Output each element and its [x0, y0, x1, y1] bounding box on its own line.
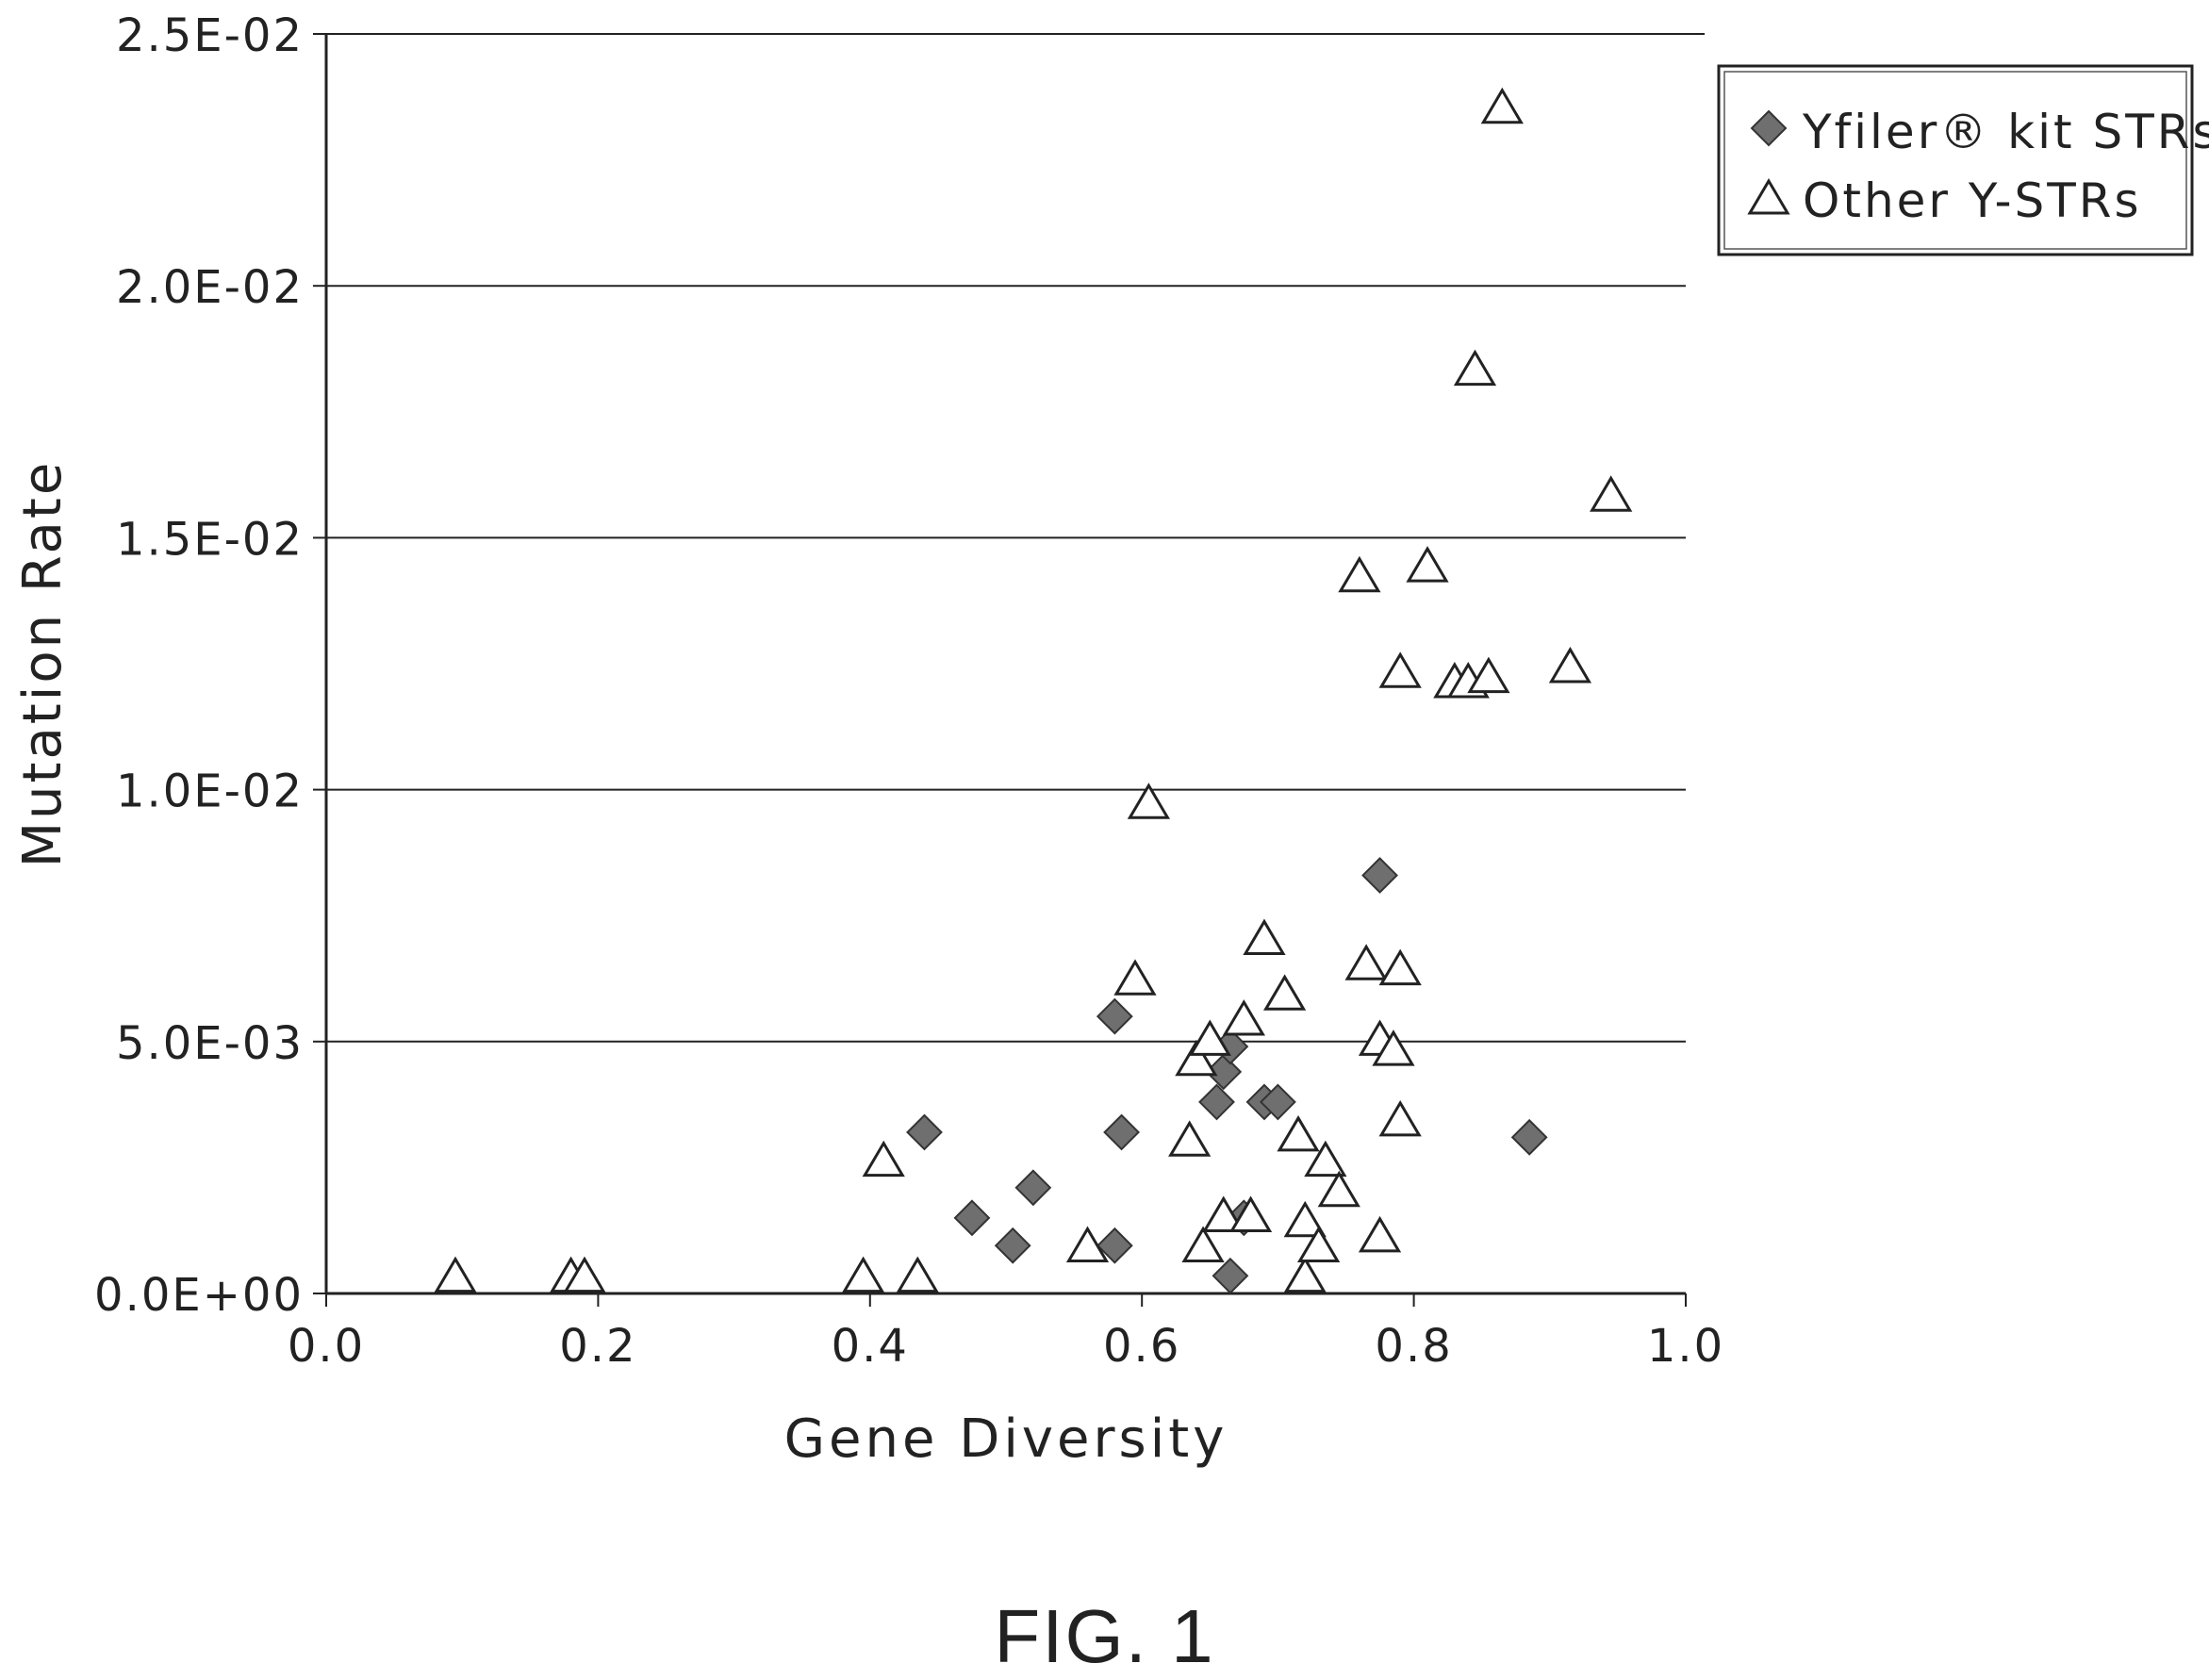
yfiler-point-diamond	[1361, 857, 1398, 894]
other-ystr-point-triangle	[1113, 959, 1157, 996]
other-ystr-point-triangle	[1297, 1226, 1341, 1263]
legend-box	[1717, 64, 2194, 256]
other-ystr-point-triangle	[1065, 1226, 1110, 1263]
yfiler-point-diamond	[1205, 1053, 1243, 1091]
other-ystr-point-triangle	[563, 1256, 606, 1293]
data-points	[434, 87, 1633, 1294]
x-tick-label: 0.6	[1103, 1320, 1180, 1373]
other-ystr-point-triangle	[1304, 1140, 1347, 1178]
x-axis-label: Gene Diversity	[784, 1408, 1228, 1470]
axes	[324, 34, 1686, 1295]
x-tick-label: 0.2	[559, 1320, 636, 1373]
other-ystr-point-triangle	[1378, 948, 1422, 986]
figure-label: FIG. 1	[994, 1594, 1215, 1678]
other-ystr-point-triangle	[1283, 1200, 1327, 1238]
yfiler-point-diamond	[906, 1113, 943, 1151]
x-tick-label: 0.8	[1375, 1320, 1452, 1373]
other-ystr-point-triangle	[1181, 1226, 1225, 1263]
yfiler-point-diamond	[1014, 1169, 1052, 1207]
yfiler-point-diamond	[1212, 1257, 1249, 1294]
yfiler-point-diamond	[1198, 1083, 1235, 1121]
legend-box-inner	[1723, 71, 2187, 250]
other-ystr-point-triangle	[1338, 555, 1381, 593]
other-ystr-point-triangle	[1480, 87, 1524, 124]
other-ystr-point-triangle	[841, 1256, 885, 1293]
yfiler-point-diamond	[1096, 997, 1133, 1035]
y-tick-label: 0.0E+00	[94, 1269, 304, 1322]
yfiler-point-diamond	[953, 1199, 991, 1237]
legend-diamond-marker	[1750, 109, 1788, 147]
y-tick-label: 1.0E-02	[116, 766, 304, 818]
yfiler-point-diamond	[1103, 1113, 1140, 1151]
legend-triangle-marker	[1747, 178, 1790, 215]
other-ystr-point-triangle	[1358, 1215, 1402, 1253]
other-ystr-point-triangle	[1277, 1114, 1320, 1152]
y-tick-label: 1.5E-02	[116, 513, 304, 566]
other-ystr-point-triangle	[1243, 918, 1286, 956]
other-ystr-point-triangle	[1127, 782, 1171, 819]
other-ystr-point-triangle	[1406, 546, 1449, 583]
other-ystr-point-triangle	[1378, 651, 1422, 688]
other-ystr-point-triangle	[1317, 1170, 1360, 1208]
x-tick-label: 0.0	[288, 1320, 365, 1373]
y-tick-label: 5.0E-03	[116, 1017, 304, 1070]
other-ystr-point-triangle	[1228, 1195, 1273, 1232]
yfiler-point-diamond	[1259, 1083, 1296, 1121]
legend-label-other: Other Y-STRs	[1803, 173, 2142, 228]
x-tick-label: 0.4	[832, 1320, 909, 1373]
other-ystr-point-triangle	[896, 1256, 939, 1293]
x-tick-label: 1.0	[1647, 1320, 1724, 1373]
y-tick-label: 2.0E-02	[116, 261, 304, 314]
other-ystr-point-triangle	[1590, 475, 1633, 512]
other-ystr-point-triangle	[434, 1256, 477, 1293]
other-ystr-point-triangle	[1175, 1039, 1218, 1077]
y-tick-labels: 0.0E+00 5.0E-03 1.0E-02 1.5E-02 2.0E-02 2.5E-…	[94, 9, 326, 1322]
yfiler-point-diamond	[1510, 1118, 1548, 1156]
other-ystr-point-triangle	[1548, 646, 1592, 684]
other-ystr-point-triangle	[1188, 1019, 1231, 1056]
other-ystr-point-triangle	[1467, 656, 1510, 694]
other-ystr-point-triangle	[862, 1140, 905, 1178]
legend: Yfiler® kit STRs Other Y-STRs	[1717, 64, 2209, 256]
other-ystr-point-triangle	[1344, 944, 1388, 980]
yfiler-point-diamond	[1096, 1227, 1133, 1264]
other-ystr-point-triangle	[1453, 349, 1497, 387]
other-ystr-point-triangle	[1202, 1195, 1245, 1232]
other-ystr-point-triangle	[1378, 1099, 1422, 1137]
other-ystr-point-triangle	[1262, 974, 1307, 1011]
y-axis-label: Mutation Rate	[12, 460, 74, 868]
y-tick-label: 2.5E-02	[116, 9, 304, 62]
other-ystr-point-triangle	[1168, 1120, 1212, 1157]
yfiler-point-diamond	[994, 1227, 1031, 1264]
other-ystr-point-triangle	[1222, 999, 1265, 1036]
legend-label-yfiler: Yfiler® kit STRs	[1802, 105, 2209, 159]
other-ystr-point-triangle	[1372, 1029, 1415, 1066]
gridlines	[326, 33, 1705, 1043]
other-ystr-point-triangle	[1283, 1256, 1327, 1293]
x-tick-labels: 0.0 0.2 0.4 0.6 0.8 1.0	[288, 1293, 1724, 1373]
